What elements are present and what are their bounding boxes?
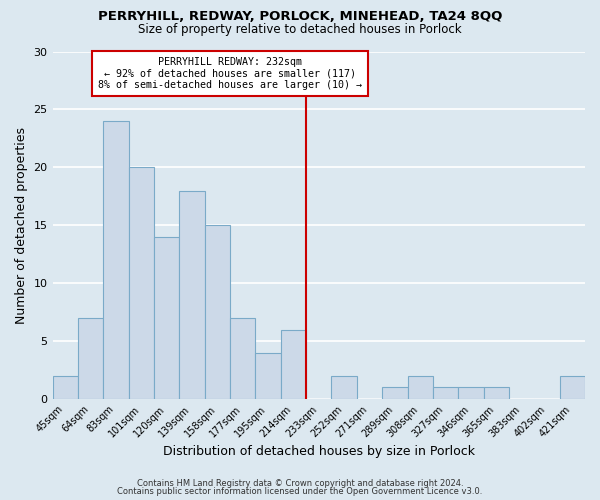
X-axis label: Distribution of detached houses by size in Porlock: Distribution of detached houses by size …: [163, 444, 475, 458]
Bar: [281, 330, 306, 399]
Bar: [53, 376, 78, 399]
Bar: [230, 318, 256, 399]
Bar: [331, 376, 357, 399]
Bar: [458, 388, 484, 399]
Bar: [179, 190, 205, 399]
Y-axis label: Number of detached properties: Number of detached properties: [15, 127, 28, 324]
Text: Contains HM Land Registry data © Crown copyright and database right 2024.: Contains HM Land Registry data © Crown c…: [137, 478, 463, 488]
Bar: [256, 352, 281, 399]
Text: Size of property relative to detached houses in Porlock: Size of property relative to detached ho…: [138, 22, 462, 36]
Bar: [407, 376, 433, 399]
Bar: [154, 237, 179, 399]
Bar: [103, 121, 128, 399]
Bar: [484, 388, 509, 399]
Bar: [128, 168, 154, 399]
Bar: [382, 388, 407, 399]
Bar: [205, 226, 230, 399]
Bar: [560, 376, 585, 399]
Text: PERRYHILL, REDWAY, PORLOCK, MINEHEAD, TA24 8QQ: PERRYHILL, REDWAY, PORLOCK, MINEHEAD, TA…: [98, 10, 502, 23]
Bar: [78, 318, 103, 399]
Bar: [433, 388, 458, 399]
Text: Contains public sector information licensed under the Open Government Licence v3: Contains public sector information licen…: [118, 487, 482, 496]
Text: PERRYHILL REDWAY: 232sqm
← 92% of detached houses are smaller (117)
8% of semi-d: PERRYHILL REDWAY: 232sqm ← 92% of detach…: [98, 58, 362, 90]
